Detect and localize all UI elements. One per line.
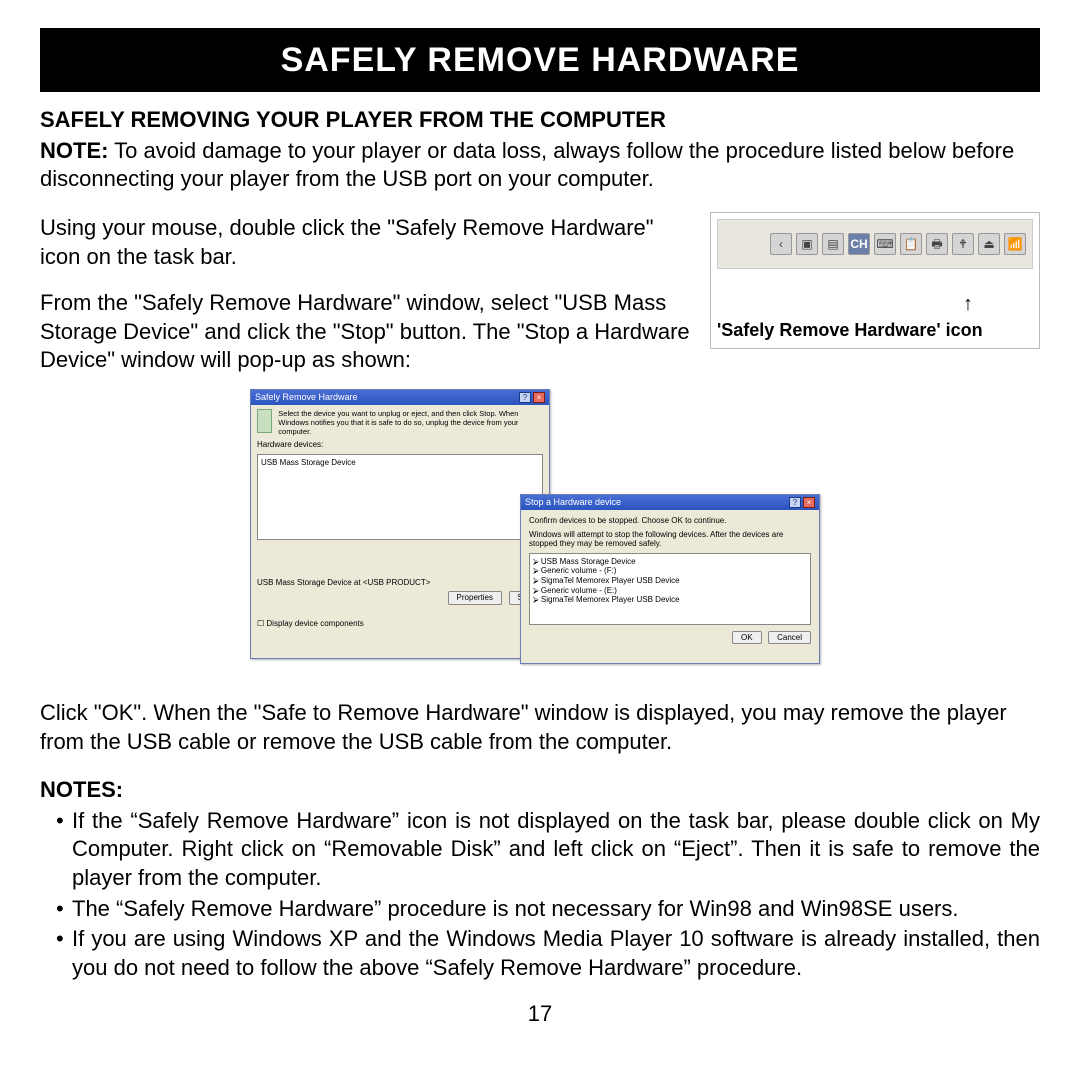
tray-icon[interactable]: 📋 [900, 233, 922, 255]
help-button[interactable]: ? [519, 392, 531, 403]
page-banner: Safely Remove Hardware [40, 28, 1040, 92]
dialog-safely-remove: Safely Remove Hardware ? × Select the de… [250, 389, 550, 659]
page-number: 17 [40, 1000, 1040, 1029]
device-list[interactable]: USB Mass Storage Device [257, 454, 543, 540]
tray-icon[interactable]: 🖶 [926, 233, 948, 255]
tray-icon-label: 'Safely Remove Hardware' icon [717, 319, 1033, 342]
note-item: If the “Safely Remove Hardware” icon is … [56, 807, 1040, 893]
hardware-icon [257, 409, 272, 433]
note-item: If you are using Windows XP and the Wind… [56, 925, 1040, 982]
stop-device-item[interactable]: ⮚ Generic volume - (E:) [533, 586, 807, 596]
chk-label: Display device components [266, 619, 363, 628]
para-mouse: Using your mouse, double click the "Safe… [40, 214, 690, 271]
hw-devices-label: Hardware devices: [257, 440, 543, 450]
stop-device-item[interactable]: ⮚ SigmaTel Memorex Player USB Device [533, 576, 807, 586]
dialog-stop-device: Stop a Hardware device ? × Confirm devic… [520, 494, 820, 664]
para-window: From the "Safely Remove Hardware" window… [40, 289, 690, 375]
tray-icon[interactable]: ⏏ [978, 233, 1000, 255]
help-button[interactable]: ? [789, 497, 801, 508]
dialog2-line1: Confirm devices to be stopped. Choose OK… [529, 516, 811, 526]
notes-list: If the “Safely Remove Hardware” icon is … [40, 807, 1040, 983]
dialog2-line2: Windows will attempt to stop the followi… [529, 530, 811, 549]
ok-button[interactable]: OK [732, 631, 762, 645]
close-button[interactable]: × [803, 497, 815, 508]
dialog1-title: Safely Remove Hardware [255, 392, 358, 403]
display-components-checkbox[interactable]: ☐ Display device components [257, 619, 543, 629]
tray-icon[interactable]: ⌨ [874, 233, 896, 255]
note-label: NOTE: [40, 138, 108, 163]
section-subhead: Safely Removing Your Player From the Com… [40, 106, 1040, 135]
tray-icon[interactable]: ‹ [770, 233, 792, 255]
properties-button[interactable]: Properties [448, 591, 502, 605]
stop-device-list[interactable]: ⮚ USB Mass Storage Device⮚ Generic volum… [529, 553, 811, 625]
tray-icon[interactable]: 📶 [1004, 233, 1026, 255]
para-click-ok: Click "OK". When the "Safe to Remove Har… [40, 699, 1040, 756]
note-paragraph: NOTE: To avoid damage to your player or … [40, 137, 1040, 194]
tray-icon[interactable]: ▣ [796, 233, 818, 255]
notes-heading: NOTES: [40, 776, 1040, 805]
taskbar: ‹▣▤CH⌨📋🖶🕈⏏📶 [717, 219, 1033, 269]
close-button[interactable]: × [533, 392, 545, 403]
tray-figure: ‹▣▤CH⌨📋🖶🕈⏏📶 ↑ 'Safely Remove Hardware' i… [710, 212, 1040, 349]
tray-icon[interactable]: ▤ [822, 233, 844, 255]
device-status: USB Mass Storage Device at <USB PRODUCT> [257, 578, 543, 588]
dialogs-figure: Safely Remove Hardware ? × Select the de… [250, 389, 830, 689]
dialog2-title: Stop a Hardware device [525, 497, 621, 508]
cancel-button[interactable]: Cancel [768, 631, 811, 645]
dialog1-hint: Select the device you want to unplug or … [278, 409, 543, 436]
note-item: The “Safely Remove Hardware” procedure i… [56, 895, 1040, 924]
tray-icon[interactable]: 🕈 [952, 233, 974, 255]
device-item[interactable]: USB Mass Storage Device [261, 458, 356, 467]
stop-device-item[interactable]: ⮚ Generic volume - (F:) [533, 566, 807, 576]
arrow-up: ↑ [717, 291, 1033, 317]
note-text: To avoid damage to your player or data l… [40, 138, 1014, 192]
stop-device-item[interactable]: ⮚ SigmaTel Memorex Player USB Device [533, 595, 807, 605]
tray-icon[interactable]: CH [848, 233, 870, 255]
stop-device-item[interactable]: ⮚ USB Mass Storage Device [533, 557, 807, 567]
